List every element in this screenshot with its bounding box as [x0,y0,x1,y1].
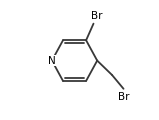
Text: N: N [48,56,56,66]
Text: Br: Br [118,92,130,102]
Text: Br: Br [91,11,103,21]
